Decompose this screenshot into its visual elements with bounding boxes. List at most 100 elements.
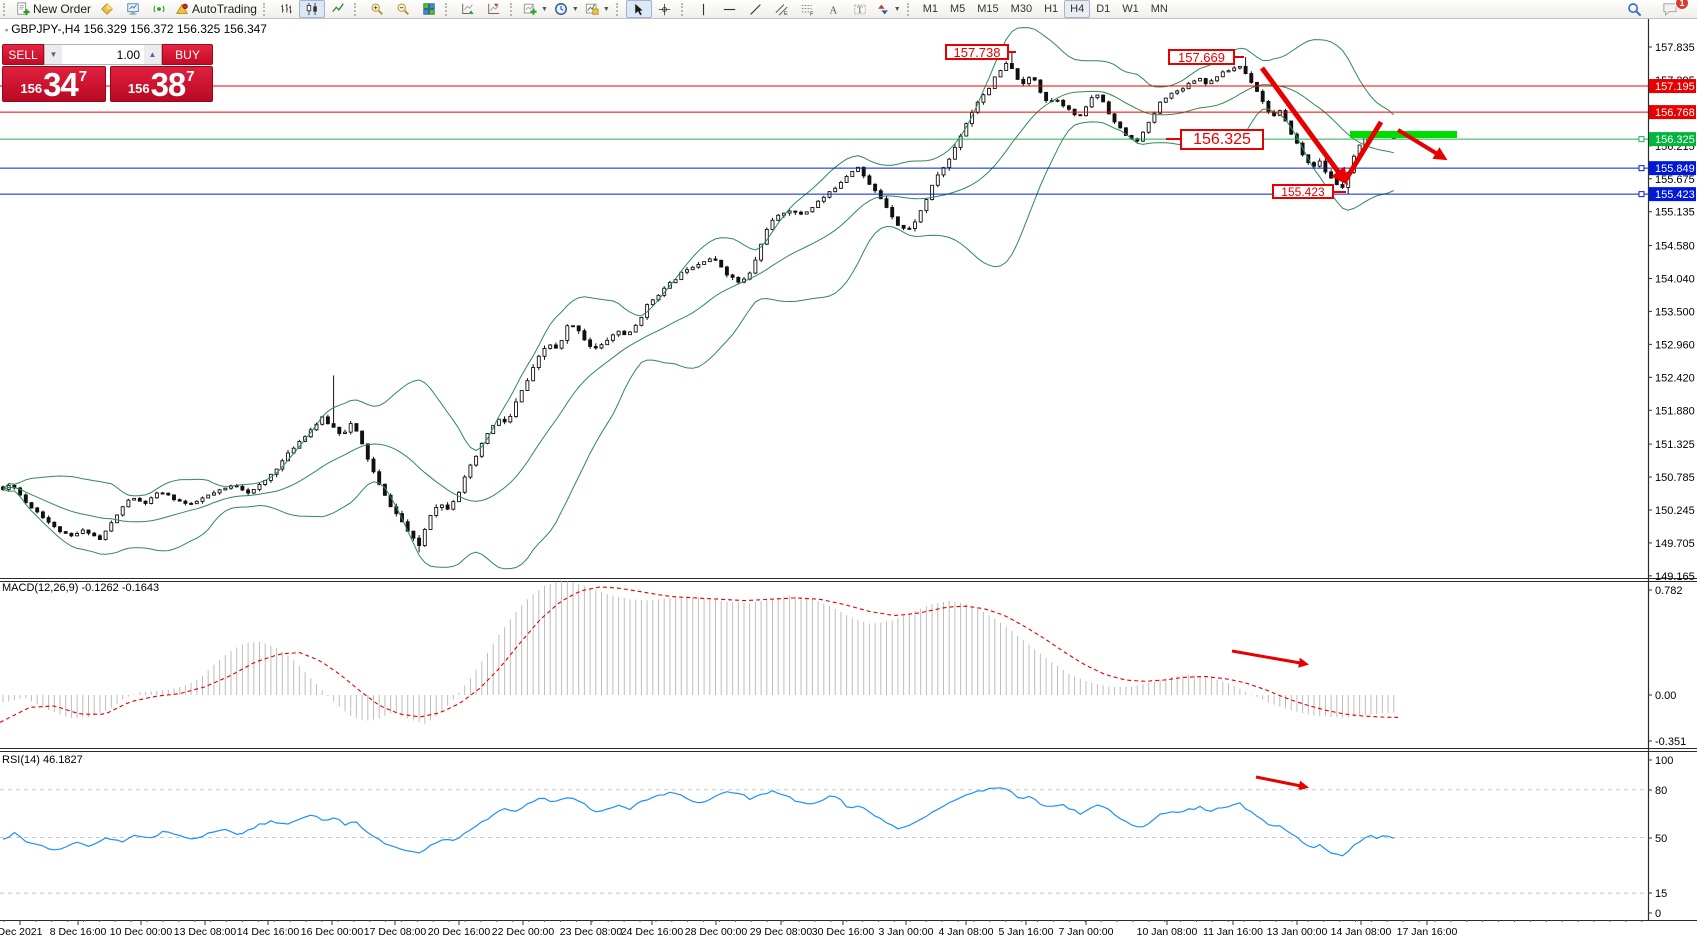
channel-tool[interactable]: E <box>769 0 795 18</box>
bar-chart-button[interactable] <box>273 0 299 18</box>
toolbar-grip <box>615 2 622 16</box>
svg-text:10 Jan 08:00: 10 Jan 08:00 <box>1137 926 1198 938</box>
svg-text:155.135: 155.135 <box>1655 207 1695 219</box>
signals-button[interactable] <box>146 0 172 18</box>
autotrading-label: AutoTrading <box>192 2 257 16</box>
dropdown-caret: ▼ <box>571 5 579 13</box>
svg-text:155.675: 155.675 <box>1655 174 1695 186</box>
volume-increase-button[interactable]: ▲ <box>144 45 161 64</box>
red-arrow-annotation[interactable] <box>1259 66 1349 186</box>
new-order-label: New Order <box>33 2 92 16</box>
metaeditor-button[interactable] <box>120 0 146 18</box>
red-arrow-annotation[interactable] <box>1396 128 1448 161</box>
toolbar-grip <box>906 2 913 16</box>
bollinger-band <box>2 84 1394 523</box>
svg-text:E: E <box>784 11 788 16</box>
time-axis[interactable]: Dec 2021 8 Dec 16:00 10 Dec 00:00 13 Dec 08… <box>0 920 1643 938</box>
search-button[interactable] <box>1621 0 1647 18</box>
clock-icon <box>554 3 567 15</box>
timeframe-M30[interactable]: M30 <box>1010 3 1033 15</box>
arrows-tool[interactable]: ▼ <box>873 0 904 18</box>
timeframe-H4[interactable]: H4 <box>1064 0 1091 18</box>
svg-text:-0.351: -0.351 <box>1655 736 1686 748</box>
svg-text:8 Dec 16:00: 8 Dec 16:00 <box>50 926 107 938</box>
sell-price-prefix: 156 <box>20 81 43 96</box>
svg-text:155.423: 155.423 <box>1655 189 1695 201</box>
timeframe-D1[interactable]: D1 <box>1096 3 1111 15</box>
sell-price-display[interactable]: 156 34 7 <box>2 66 106 102</box>
svg-text:156.325: 156.325 <box>1655 134 1695 146</box>
chart-title: ▪ GBPJPY-,H4 156.329 156.372 156.325 156.… <box>5 22 267 36</box>
vertical-line-tool[interactable] <box>691 0 717 18</box>
search-icon <box>1627 2 1641 16</box>
svg-text:14 Dec 16:00: 14 Dec 16:00 <box>237 926 300 938</box>
red-arrow-annotation[interactable] <box>1231 649 1310 668</box>
line-handle[interactable] <box>1638 165 1645 172</box>
svg-text:100: 100 <box>1655 755 1673 767</box>
svg-text:149.705: 149.705 <box>1655 538 1695 550</box>
fibonacci-tool[interactable]: F <box>795 0 821 18</box>
svg-text:16 Dec 00:00: 16 Dec 00:00 <box>301 926 364 938</box>
svg-text:0.00: 0.00 <box>1655 690 1676 702</box>
volume-input[interactable] <box>62 45 144 64</box>
svg-text:156.768: 156.768 <box>1655 107 1695 119</box>
trendline-tool[interactable] <box>743 0 769 18</box>
price-axis[interactable]: 157.835157.295156.215155.675155.135154.5… <box>1648 42 1696 920</box>
timeframe-W1[interactable]: W1 <box>1122 3 1139 15</box>
candlestick-chart-button[interactable] <box>298 0 325 18</box>
horizontal-line-tool[interactable] <box>717 0 743 18</box>
red-arrow-annotation[interactable] <box>1255 775 1310 791</box>
zoom-in-button[interactable] <box>364 0 390 18</box>
tile-windows-button[interactable] <box>416 0 442 18</box>
timeframe-M15[interactable]: M15 <box>977 3 999 15</box>
timeframe-group: M1 M5 M15 M30 H1 H4 D1 W1 MN <box>917 0 1174 18</box>
timeframe-M1[interactable]: M1 <box>922 3 938 15</box>
line-chart-icon <box>332 3 344 13</box>
svg-text:152.960: 152.960 <box>1655 339 1695 351</box>
timeframe-MN[interactable]: MN <box>1150 3 1168 15</box>
periods-button[interactable]: ▼ <box>551 0 582 18</box>
new-order-icon <box>17 2 30 16</box>
indicators-icon <box>523 3 537 15</box>
text-tool[interactable]: A <box>821 0 847 18</box>
new-order-button[interactable]: New Order <box>13 0 94 18</box>
svg-text:4 Jan 08:00: 4 Jan 08:00 <box>939 926 994 938</box>
buy-button[interactable]: BUY <box>162 44 213 65</box>
one-click-trading-panel: SELL ▼ ▲ BUY 156 34 7 156 38 7 <box>2 44 213 102</box>
macd-signal-line <box>0 586 1399 723</box>
red-arrow-annotation[interactable] <box>1342 120 1384 183</box>
svg-text:T: T <box>857 4 863 14</box>
line-handle[interactable] <box>1638 191 1645 198</box>
indicators-button[interactable]: ▼ <box>520 0 551 18</box>
cursor-tool-button[interactable] <box>625 0 652 18</box>
chart-window-icon: ▪ <box>5 25 9 35</box>
crosshair-tool-button[interactable] <box>652 0 678 18</box>
timeframe-M5[interactable]: M5 <box>949 3 966 15</box>
mql-button[interactable] <box>94 0 120 18</box>
svg-text:154.580: 154.580 <box>1655 241 1695 253</box>
cursor-icon <box>635 3 643 15</box>
line-handle[interactable] <box>1638 136 1645 143</box>
svg-text:149.165: 149.165 <box>1655 571 1695 583</box>
line-chart-button[interactable] <box>325 0 351 18</box>
candlestick-icon <box>306 2 317 16</box>
toolbar-grip <box>680 2 687 16</box>
svg-text:17 Jan 16:00: 17 Jan 16:00 <box>1397 926 1458 938</box>
buy-price-display[interactable]: 156 38 7 <box>109 66 213 102</box>
svg-text:20 Dec 16:00: 20 Dec 16:00 <box>428 926 491 938</box>
svg-text:24 Dec 16:00: 24 Dec 16:00 <box>621 926 684 938</box>
text-label-tool[interactable]: T <box>847 0 873 18</box>
gold-diamond-icon <box>101 3 113 15</box>
volume-decrease-button[interactable]: ▼ <box>45 45 62 64</box>
notifications-button[interactable]: 1 <box>1657 0 1689 18</box>
templates-button[interactable]: ▼ <box>582 0 613 18</box>
zoom-out-button[interactable] <box>390 0 416 18</box>
auto-scroll-button[interactable] <box>455 0 481 18</box>
chart-shift-button[interactable] <box>481 0 507 18</box>
autotrading-button[interactable]: AutoTrading <box>172 0 260 18</box>
timeframe-H1[interactable]: H1 <box>1044 3 1059 15</box>
sell-button[interactable]: SELL <box>2 44 44 65</box>
svg-text:Dec 2021: Dec 2021 <box>0 926 43 938</box>
